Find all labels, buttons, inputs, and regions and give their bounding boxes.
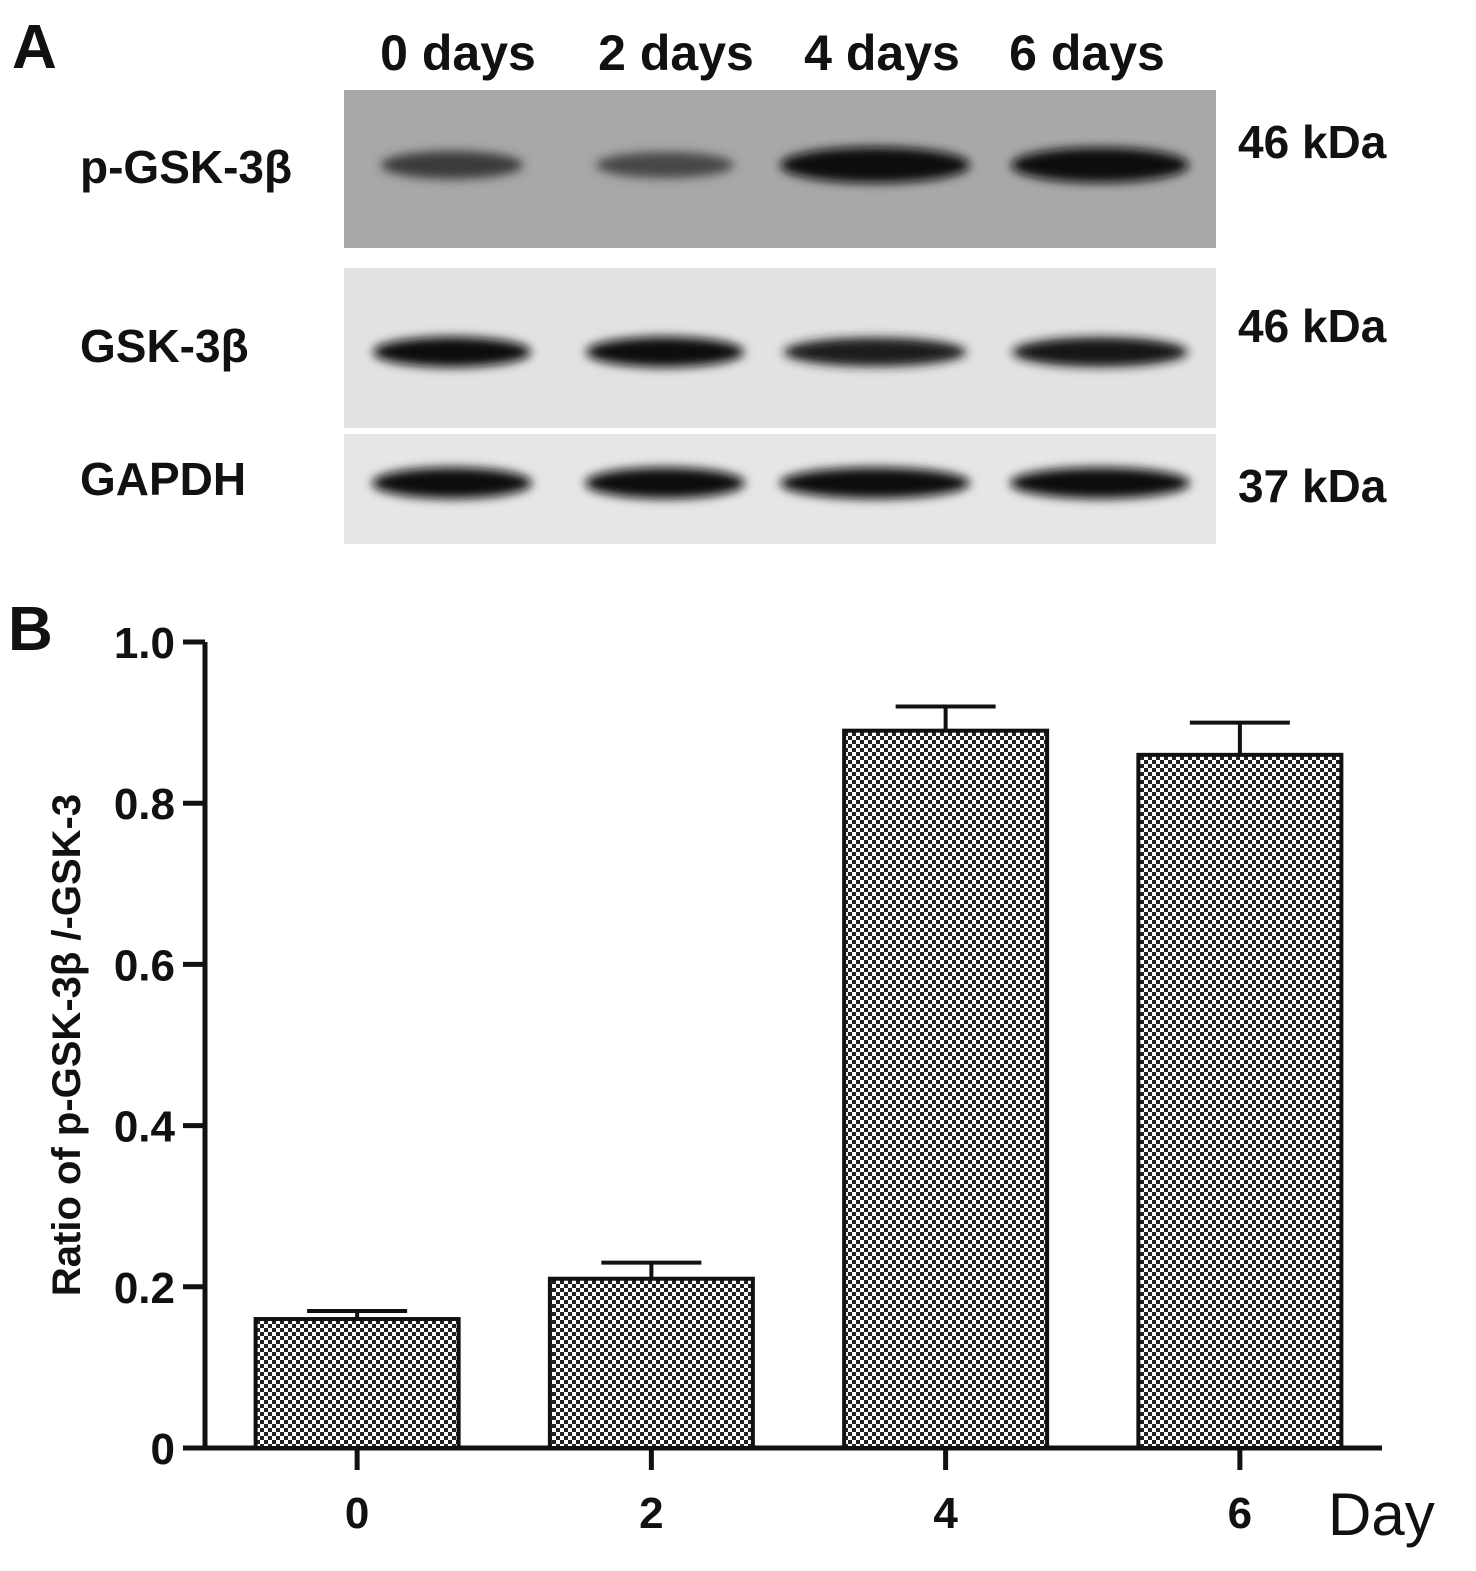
x-tick-label: 0 [345, 1489, 369, 1538]
lane-label-0: 0 days [380, 25, 536, 81]
y-axis: 0 0.2 0.4 0.6 0.8 1.0 [114, 619, 208, 1474]
blot-row-label: GAPDH [80, 453, 246, 505]
x-tick-label: 2 [639, 1489, 663, 1538]
blot-row-label: GSK-3β [80, 320, 249, 372]
blot-band [1012, 337, 1188, 367]
blot-band [1010, 467, 1190, 499]
blot-band [586, 336, 744, 368]
lane-label-2: 4 days [804, 25, 960, 81]
panel-b-bar-chart: B Ratio of p-GSK-3β /-GSK-3 0 0.2 0.4 0.6 0.… [8, 595, 1435, 1548]
blot-band [783, 337, 967, 367]
blot-kda-label: 46 kDa [1238, 300, 1387, 352]
blot-row-label: p-GSK-3β [80, 141, 292, 193]
blot-strip-2: GAPDH 37 kDa [80, 434, 1387, 544]
y-tick-label: 1.0 [114, 619, 175, 668]
x-tick-label: 4 [933, 1489, 958, 1538]
blot-band [780, 467, 970, 499]
y-tick-label: 0.2 [114, 1264, 175, 1313]
panel-a-western-blot: A 0 days 2 days 4 days 6 days p-GSK-3β 46… [12, 13, 1387, 544]
blot-strips: p-GSK-3β 46 kDa GSK-3β 46 kDa GAPDH 37 kDa [80, 90, 1387, 544]
bar [547, 1276, 755, 1450]
x-axis-title: Day [1328, 1481, 1435, 1548]
bar [253, 1317, 461, 1451]
bar-group-2: 2 [547, 1260, 755, 1538]
y-tick-label: 0.6 [114, 941, 175, 990]
panel-a-letter: A [12, 13, 57, 82]
bar-group-4: 4 [842, 704, 1050, 1538]
y-tick-label: 0.4 [114, 1103, 176, 1152]
blot-band [381, 151, 523, 179]
blot-band [780, 147, 970, 183]
blot-strip-1: GSK-3β 46 kDa [80, 268, 1387, 428]
bar-group-6: 6 [1136, 720, 1344, 1538]
y-tick-label: 0.8 [114, 780, 175, 829]
blot-band [373, 336, 531, 368]
blot-band [1011, 147, 1189, 183]
bar [842, 728, 1050, 1450]
bar-group-0: 0 [253, 1308, 461, 1538]
bar [1136, 752, 1344, 1450]
blot-band [372, 467, 532, 499]
blot-band [596, 151, 734, 179]
y-tick-label: 0 [151, 1425, 175, 1474]
blot-kda-label: 46 kDa [1238, 116, 1387, 168]
blot-strip-0: p-GSK-3β 46 kDa [80, 90, 1387, 248]
lane-label-3: 6 days [1009, 25, 1165, 81]
x-tick-label: 6 [1228, 1489, 1252, 1538]
y-axis-title: Ratio of p-GSK-3β /-GSK-3 [45, 794, 89, 1296]
bars: 0 2 4 6 [253, 704, 1344, 1538]
blot-kda-label: 37 kDa [1238, 460, 1387, 512]
lane-labels: 0 days 2 days 4 days 6 days [380, 25, 1165, 81]
lane-label-1: 2 days [598, 25, 754, 81]
panel-b-letter: B [8, 595, 53, 664]
blot-band [585, 467, 745, 499]
